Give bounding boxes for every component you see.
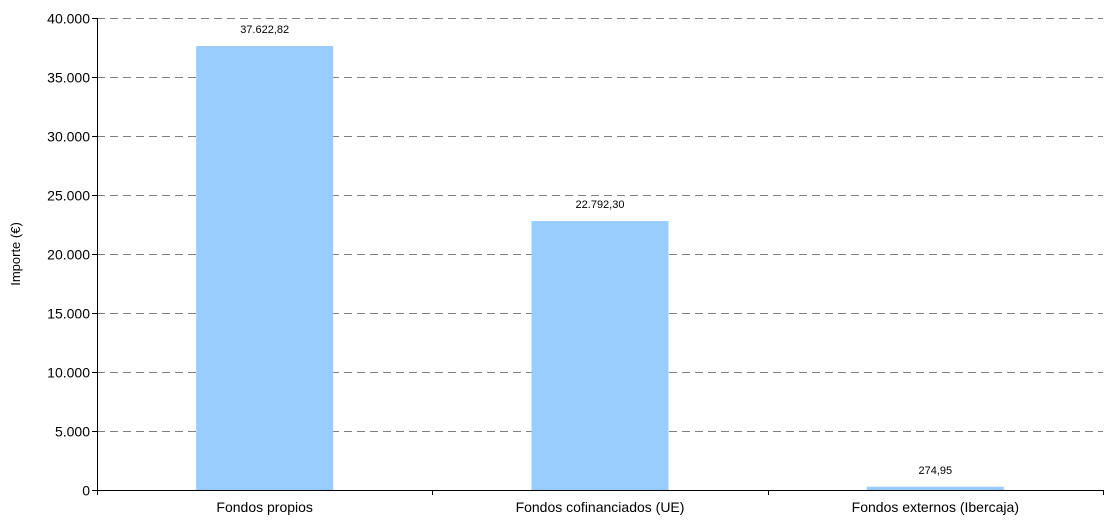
y-tick-label: 30.000	[47, 129, 90, 145]
y-tick-label: 40.000	[47, 11, 90, 27]
data-label: 22.792,30	[576, 199, 625, 211]
gridlines	[97, 18, 1103, 432]
data-labels: 37.622,82 22.792,30 274,95	[240, 24, 952, 477]
y-tick-label: 25.000	[47, 188, 90, 204]
x-category-label: Fondos externos (Ibercaja)	[852, 499, 1019, 515]
y-tick-label: 5.000	[55, 424, 90, 440]
bar	[866, 486, 1004, 490]
y-ticks: 0 5.000 10.000 15.000 20.000 25.000 30.000 35.0…	[47, 11, 97, 499]
x-category-label: Fondos cofinanciados (UE)	[516, 499, 685, 515]
bar	[196, 46, 334, 491]
bars	[196, 46, 1004, 491]
y-axis-title: Importe (€)	[8, 222, 23, 286]
bar	[531, 221, 669, 491]
y-tick-label: 35.000	[47, 70, 90, 86]
x-ticks: Fondos propios Fondos cofinanciados (UE) F…	[97, 490, 1104, 515]
y-tick-label: 15.000	[47, 306, 90, 322]
y-tick-label: 20.000	[47, 247, 90, 263]
y-tick-label: 10.000	[47, 365, 90, 381]
x-category-label: Fondos propios	[216, 499, 313, 515]
data-label: 37.622,82	[240, 24, 289, 36]
axes	[97, 18, 1103, 491]
y-tick-label: 0	[82, 483, 90, 499]
data-label: 274,95	[919, 465, 953, 477]
